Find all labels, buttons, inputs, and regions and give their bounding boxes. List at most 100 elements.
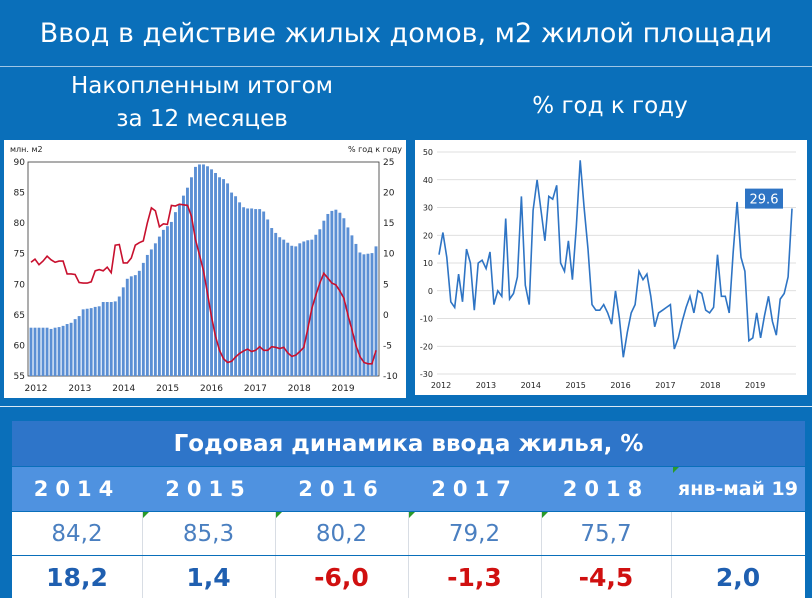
bar <box>85 308 89 376</box>
bar <box>89 308 93 376</box>
yoy-chart-panel: 50 40 30 20 10 0 -10 -20 -30 2012 2013 2014 2015 2016… <box>415 140 807 395</box>
bar <box>210 169 213 376</box>
table-growth-row: 18,2 1,4 -6,0 -1,3 -4,5 2,0 <box>12 556 805 598</box>
bar <box>218 177 221 376</box>
bar <box>113 301 117 376</box>
y-tick-label: 50 <box>423 148 433 157</box>
x-tick-label: 2012 <box>431 381 451 390</box>
year-cell: 2017 <box>431 477 518 501</box>
left-tick-label: 65 <box>14 311 25 321</box>
bar <box>157 236 161 376</box>
right-chart-heading: % год к году <box>532 93 688 119</box>
bar <box>334 209 338 376</box>
bar <box>350 235 354 376</box>
left-tick-label: 70 <box>14 280 26 290</box>
y-tick-label: -30 <box>420 370 433 379</box>
bar <box>81 309 85 376</box>
bar <box>286 242 290 376</box>
left-chart-heading: Накопленным итогом за 12 месяцев <box>22 70 382 136</box>
bar <box>169 221 173 376</box>
bar <box>93 306 97 376</box>
bar <box>105 302 109 376</box>
year-cell: 2016 <box>298 477 385 501</box>
yoy-line <box>30 203 377 365</box>
bar <box>326 213 330 376</box>
y-tick-label: -20 <box>420 342 433 351</box>
yoy-chart: 50 40 30 20 10 0 -10 -20 -30 2012 2013 2014 2015 2016… <box>420 148 796 390</box>
bar <box>177 204 181 376</box>
growth-cell: 1,4 <box>186 562 231 592</box>
y-tick-label: 10 <box>423 259 433 268</box>
left-heading-line1: Накопленным итогом <box>70 73 334 99</box>
bar <box>149 249 153 376</box>
bar <box>258 209 262 376</box>
value-cell: 79,2 <box>448 520 501 547</box>
bar <box>294 246 298 376</box>
bar <box>250 208 254 376</box>
bar <box>302 241 306 376</box>
right-tick-label: 15 <box>383 219 394 229</box>
bar <box>73 319 77 376</box>
bar <box>266 219 270 376</box>
value-cell <box>671 512 805 555</box>
x-tick-label: 2013 <box>476 381 496 390</box>
comment-marker <box>143 512 149 518</box>
x-tick-label: 2015 <box>156 384 179 394</box>
annual-dynamics-table: Годовая динамика ввода жилья, % 2014 201… <box>12 421 805 598</box>
bar <box>181 195 185 376</box>
bar <box>41 327 45 376</box>
bar <box>318 229 322 376</box>
x-tick-label: 2019 <box>745 381 765 390</box>
bar <box>270 228 274 376</box>
bar <box>190 177 193 376</box>
bar <box>165 226 169 376</box>
bar <box>234 196 238 376</box>
value-cell: 75,7 <box>580 520 632 547</box>
bar <box>230 192 234 376</box>
bar <box>246 208 250 376</box>
right-tick-label: 25 <box>383 158 394 168</box>
last-value-label: 29.6 <box>750 193 779 208</box>
bar <box>298 243 302 376</box>
bar <box>242 207 246 376</box>
bar <box>354 243 358 376</box>
bar <box>37 327 41 376</box>
x-tick-label: 2014 <box>521 381 541 390</box>
year-cell: 2014 <box>33 477 121 501</box>
year-cell: 2018 <box>562 477 650 501</box>
bar <box>109 302 113 376</box>
y-tick-label: 0 <box>428 287 433 296</box>
right-tick-label: 0 <box>383 311 389 321</box>
bar <box>69 322 73 376</box>
growth-cell: 18,2 <box>46 562 108 592</box>
x-tick-label: 2018 <box>700 381 720 390</box>
growth-cell: -1,3 <box>447 562 502 592</box>
bar <box>366 253 370 376</box>
bar <box>137 270 141 376</box>
left-tick-label: 60 <box>14 341 26 351</box>
bar <box>77 316 81 376</box>
growth-cell: 2,0 <box>715 562 761 592</box>
right-axis-label: % год к году <box>348 145 402 154</box>
bar <box>33 327 37 376</box>
bar <box>173 212 177 376</box>
bar <box>238 202 242 376</box>
bar <box>362 254 366 376</box>
x-tick-label: 2013 <box>68 384 91 394</box>
x-tick-label: 2017 <box>655 381 675 390</box>
bar <box>262 211 266 376</box>
x-tick-label: 2019 <box>332 384 355 394</box>
bar <box>29 327 33 376</box>
section-divider <box>0 406 812 407</box>
right-tick-label: 10 <box>383 250 395 260</box>
bar <box>206 166 209 376</box>
bar <box>214 173 217 376</box>
bar <box>45 327 49 376</box>
value-cell: 84,2 <box>51 520 103 547</box>
comment-marker <box>276 512 282 518</box>
bar <box>330 210 334 376</box>
x-tick-label: 2016 <box>610 381 630 390</box>
bar <box>322 220 326 376</box>
bar <box>282 239 286 376</box>
bar <box>133 275 137 376</box>
